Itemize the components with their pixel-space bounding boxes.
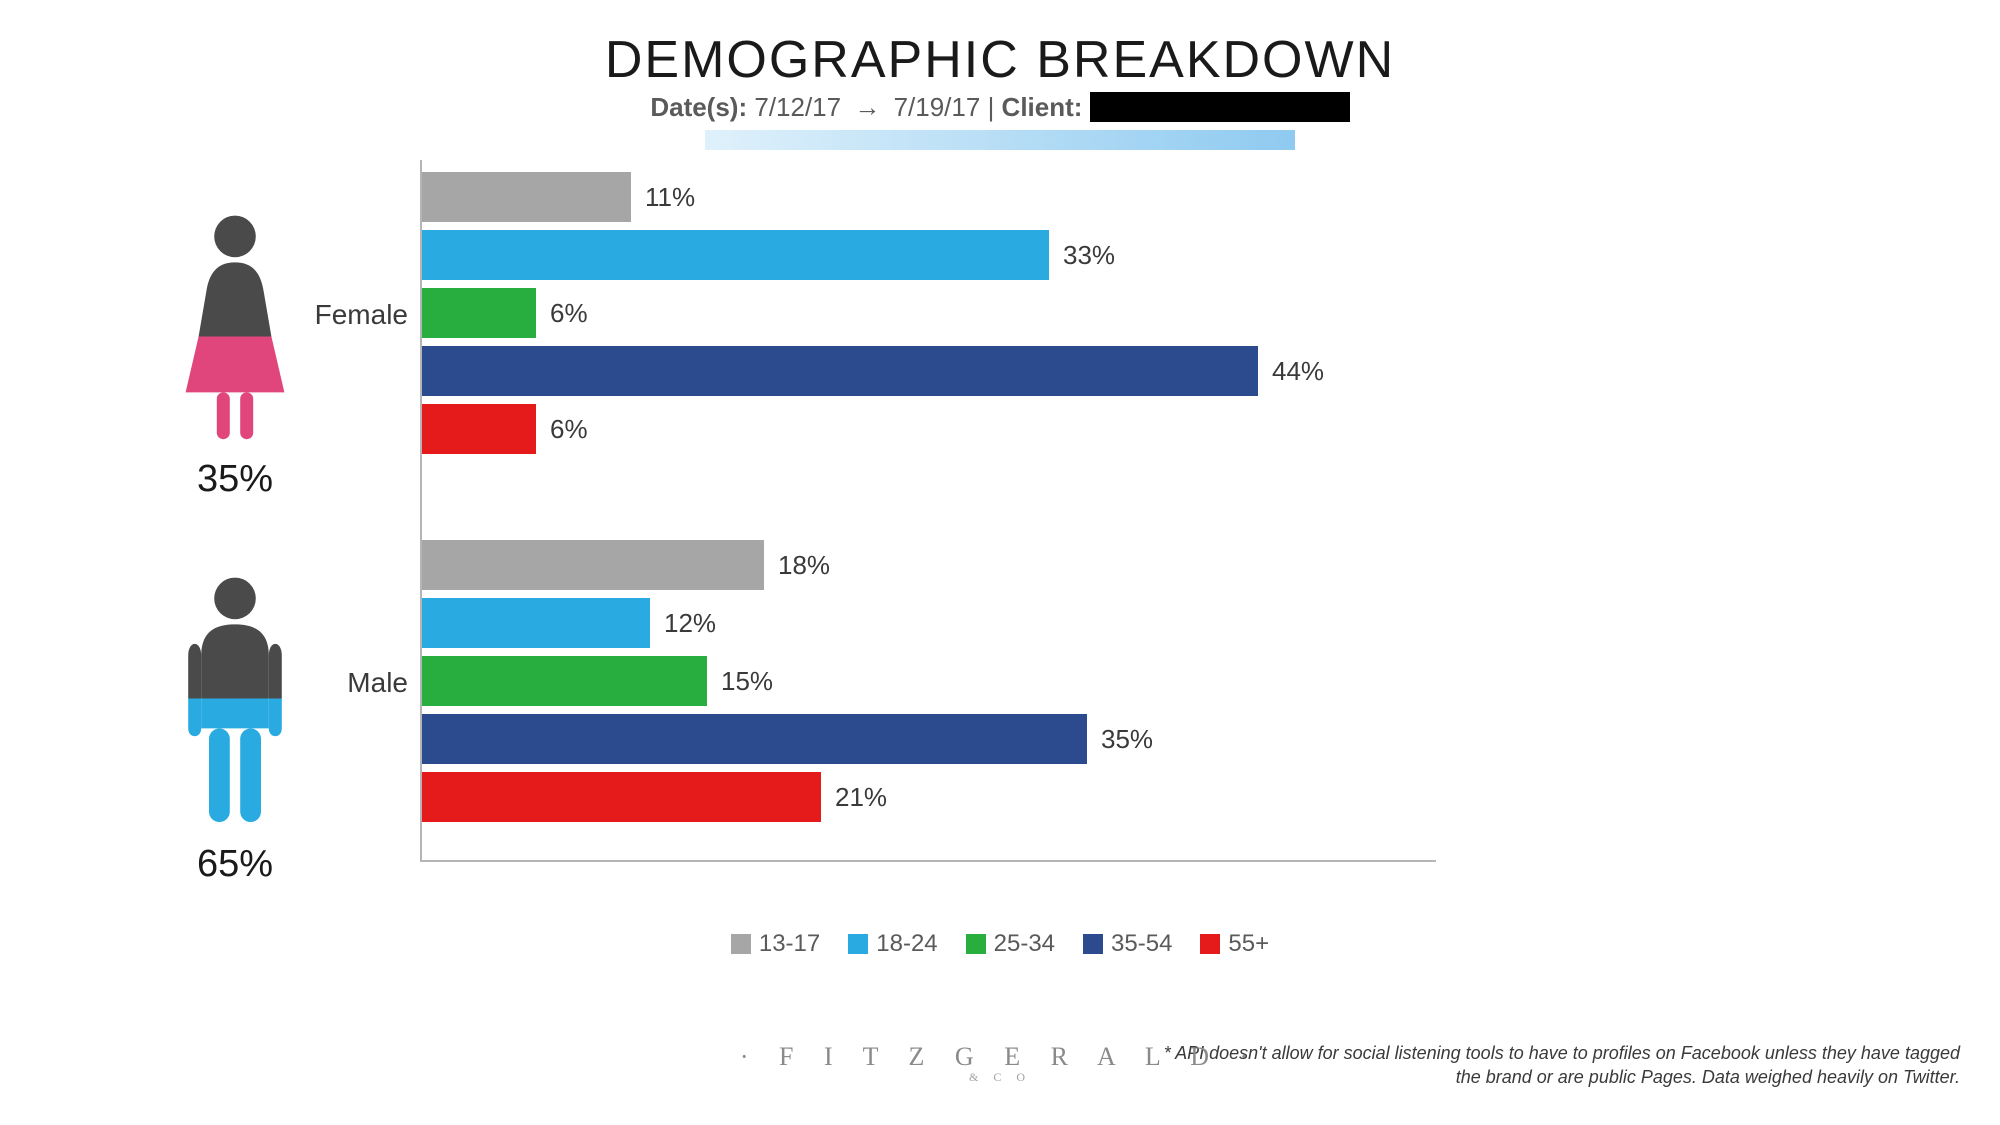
logo-sub: & C O — [740, 1070, 1260, 1085]
legend-swatch — [966, 934, 986, 954]
legend-label: 18-24 — [876, 930, 937, 958]
bar-fill — [422, 714, 1087, 764]
legend-label: 25-34 — [994, 930, 1055, 958]
client-redacted — [1090, 92, 1350, 122]
group-label-male: Male — [347, 667, 408, 699]
bar-value-label: 44% — [1272, 356, 1324, 387]
logo: · F I T Z G E R A L D · & C O — [740, 1042, 1260, 1085]
arrow-right-icon: → — [854, 92, 880, 123]
bar-fill — [422, 288, 536, 338]
legend: 13-17 18-24 25-34 35-54 55+ — [0, 930, 2000, 961]
bar-fill — [422, 772, 821, 822]
bar-female-55+: 6% — [422, 404, 588, 454]
legend-swatch — [1200, 934, 1220, 954]
x-axis — [420, 860, 1436, 862]
bar-fill — [422, 230, 1049, 280]
dates-label: Date(s): — [650, 92, 747, 122]
bar-male-13-17: 18% — [422, 540, 830, 590]
legend-swatch — [848, 934, 868, 954]
legend-swatch — [731, 934, 751, 954]
bar-value-label: 33% — [1063, 240, 1115, 271]
bar-value-label: 12% — [664, 608, 716, 639]
bar-fill — [422, 540, 764, 590]
group-male: Male 18% 12%15% 35% 21% — [130, 540, 1870, 830]
demographic-chart: Female 11% 33% 6% 44% 6% Male 18% 12%15% 35% 21% — [130, 160, 1870, 910]
date-to: 7/19/17 — [894, 92, 981, 122]
gradient-bar — [705, 130, 1295, 150]
bar-fill — [422, 172, 631, 222]
legend-label: 13-17 — [759, 930, 820, 958]
bar-male-55+: 21% — [422, 772, 887, 822]
legend-label: 55+ — [1228, 930, 1269, 958]
bar-value-label: 21% — [835, 782, 887, 813]
legend-item-13-17: 13-17 — [731, 930, 820, 958]
bar-male-18-24: 12% — [422, 598, 716, 648]
legend-swatch — [1083, 934, 1103, 954]
bar-fill — [422, 656, 707, 706]
group-female: Female 11% 33% 6% 44% 6% — [130, 172, 1870, 462]
bar-value-label: 6% — [550, 298, 588, 329]
date-from: 7/12/17 — [754, 92, 841, 122]
legend-item-55+: 55+ — [1200, 930, 1269, 958]
logo-main: · F I T Z G E R A L D · — [740, 1042, 1260, 1071]
bar-value-label: 15% — [721, 666, 773, 697]
bar-fill — [422, 346, 1258, 396]
bar-female-18-24: 33% — [422, 230, 1115, 280]
bar-male-25-34: 15% — [422, 656, 773, 706]
bar-fill — [422, 598, 650, 648]
bar-male-35-54: 35% — [422, 714, 1153, 764]
legend-item-25-34: 25-34 — [966, 930, 1055, 958]
bar-female-35-54: 44% — [422, 346, 1324, 396]
bar-value-label: 6% — [550, 414, 588, 445]
bar-value-label: 35% — [1101, 724, 1153, 755]
subtitle: Date(s): 7/12/17 → 7/19/17 | Client: — [0, 92, 2000, 123]
group-label-female: Female — [315, 299, 408, 331]
client-label: Client: — [1002, 92, 1083, 122]
bar-value-label: 18% — [778, 550, 830, 581]
page-title: DEMOGRAPHIC BREAKDOWN — [0, 30, 2000, 90]
divider: | — [988, 92, 1002, 122]
legend-label: 35-54 — [1111, 930, 1172, 958]
bar-female-13-17: 11% — [422, 172, 695, 222]
bar-value-label: 11% — [645, 182, 695, 213]
footnote: * API doesn't allow for social listening… — [1140, 1042, 1960, 1089]
legend-item-35-54: 35-54 — [1083, 930, 1172, 958]
legend-item-18-24: 18-24 — [848, 930, 937, 958]
bar-female-25-34: 6% — [422, 288, 588, 338]
bar-fill — [422, 404, 536, 454]
